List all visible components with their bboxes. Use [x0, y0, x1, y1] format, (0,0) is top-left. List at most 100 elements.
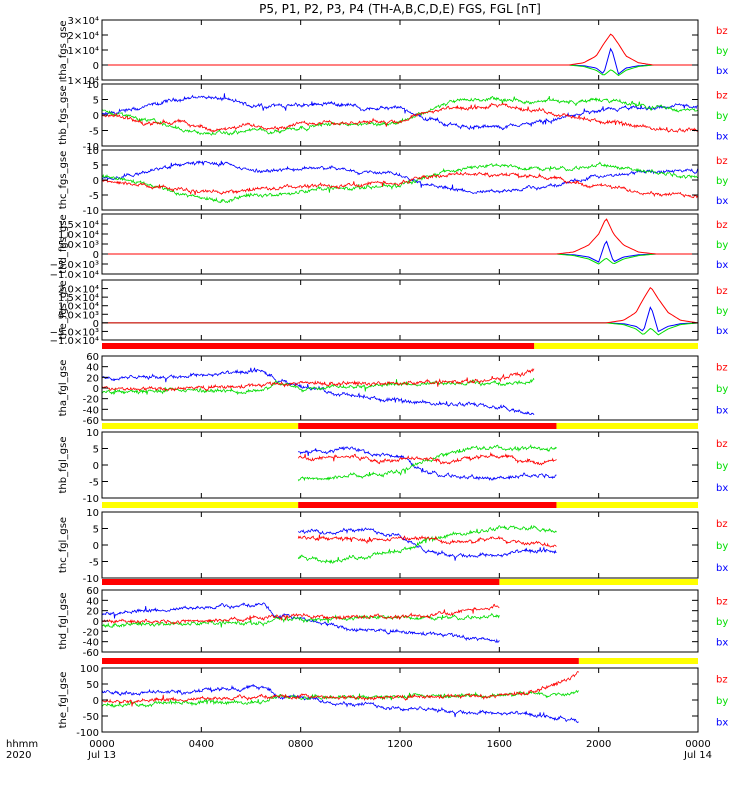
- mode-bar-fast: [298, 423, 557, 429]
- legend-by: by: [716, 541, 728, 552]
- y-tick-label: -40: [83, 638, 99, 649]
- panel-frame: [101, 149, 699, 211]
- y-tick-label: 5: [93, 445, 99, 456]
- y-tick-label: -20: [83, 627, 99, 638]
- series-bx-line: [102, 306, 699, 333]
- legend-bx: bx: [716, 483, 728, 494]
- y-tick-label: -10: [83, 494, 99, 505]
- y-tick-label: 10: [86, 146, 99, 157]
- legend-bz: bz: [716, 156, 728, 167]
- series-bz-line: [101, 671, 580, 707]
- series-by-line: [101, 161, 699, 204]
- panel-frame: [101, 83, 699, 147]
- panel-the_fgs_gse: 2.0×10⁴1.5×10⁴1.0×10⁴5.0×10³0−5.0×10³−1.…: [50, 279, 728, 347]
- y-axis-label: the_fgs_gse: [58, 280, 69, 339]
- y-tick-label: 10: [86, 508, 99, 519]
- series-by-line: [297, 524, 557, 565]
- y-tick-label: 20: [86, 607, 99, 618]
- y-tick-label: -40: [83, 405, 99, 416]
- y-tick-label: 50: [86, 680, 99, 691]
- time-axis-caption: 2020: [6, 750, 31, 761]
- legend-by: by: [716, 176, 728, 187]
- y-tick-label: 0: [93, 61, 99, 72]
- y-tick-label: −5.0×10³: [50, 327, 99, 338]
- y-tick-label: -10: [83, 574, 99, 585]
- series-by-line: [102, 322, 699, 336]
- x-tick-label: 0000: [89, 739, 114, 750]
- y-tick-label: 1×10⁴: [68, 46, 99, 57]
- y-tick-label: 40: [86, 363, 99, 374]
- legend-bz: bz: [716, 439, 728, 450]
- x-tick-label: 1200: [387, 739, 412, 750]
- y-axis-label: thd_fgl_gse: [58, 593, 69, 650]
- y-tick-label: -10: [83, 142, 99, 153]
- y-axis-label: thc_fgs_gse: [58, 151, 69, 210]
- y-tick-label: -5: [89, 558, 99, 569]
- time-axis-caption: hhmm: [6, 739, 38, 750]
- panel-thc_fgl_gse: 10 5 0 -5 -10 thc_fgl_gse bz by bx: [58, 502, 728, 585]
- series-bx-line: [297, 527, 557, 561]
- series-bx-line: [101, 683, 579, 724]
- y-tick-label: 100: [80, 664, 99, 675]
- y-tick-label: 0: [93, 461, 99, 472]
- series-bz-line: [102, 218, 698, 255]
- y-tick-label: 2×10⁴: [68, 31, 99, 42]
- series-bz-line: [101, 102, 698, 133]
- y-tick-label: -20: [83, 395, 99, 406]
- x-date-label: Jul 13: [87, 750, 116, 761]
- legend-by: by: [716, 461, 728, 472]
- mode-bar-slow: [556, 423, 698, 429]
- legend-bz: bz: [716, 519, 728, 530]
- y-tick-label: 0: [93, 250, 99, 261]
- legend-bz: bz: [716, 220, 728, 231]
- y-tick-label: 0: [93, 617, 99, 628]
- series-bz-line: [101, 603, 500, 625]
- series-by-line: [297, 444, 557, 482]
- y-tick-label: 5.0×10³: [58, 240, 99, 251]
- legend-bz: bz: [716, 90, 728, 101]
- mode-bar-fast: [298, 502, 557, 508]
- y-tick-label: -60: [83, 416, 99, 427]
- series-bx-line: [102, 47, 698, 75]
- legend-by: by: [716, 306, 728, 317]
- legend-bx: bx: [716, 66, 728, 77]
- legend-bz: bz: [716, 286, 728, 297]
- series-by-line: [102, 64, 698, 77]
- series-by-line: [102, 253, 698, 265]
- legend-bx: bx: [716, 132, 728, 143]
- legend-bx: bx: [716, 638, 728, 649]
- y-tick-label: -5: [89, 127, 99, 138]
- legend-by: by: [716, 384, 728, 395]
- legend-bz: bz: [716, 675, 728, 686]
- y-axis-label: thd_fgs_gse: [58, 214, 69, 273]
- y-tick-label: 1.0×10⁴: [58, 230, 99, 241]
- series-bz-line: [101, 368, 535, 392]
- y-tick-label: 1.5×10⁴: [58, 220, 99, 231]
- x-tick-label: 0400: [189, 739, 214, 750]
- y-tick-label: -50: [83, 712, 99, 723]
- series-bz-line: [101, 171, 699, 199]
- y-tick-label: 5: [93, 96, 99, 107]
- y-tick-label: 5: [93, 161, 99, 172]
- x-tick-label: 1600: [487, 739, 512, 750]
- mode-bar-fast: [102, 579, 500, 585]
- legend-bx: bx: [716, 405, 728, 416]
- y-tick-label: -5: [89, 191, 99, 202]
- series-bx-line: [297, 446, 557, 481]
- legend-bx: bx: [716, 326, 728, 337]
- y-tick-label: 0: [93, 541, 99, 552]
- y-tick-label: 5.0×10³: [58, 310, 99, 321]
- y-tick-label: 60: [86, 586, 99, 597]
- y-tick-label: 0: [93, 176, 99, 187]
- panel-frame: [101, 431, 699, 499]
- x-date-label: Jul 14: [683, 750, 712, 761]
- y-tick-label: -60: [83, 648, 99, 659]
- legend-bz: bz: [716, 596, 728, 607]
- legend-bz: bz: [716, 26, 728, 37]
- y-axis-label: tha_fgl_gse: [58, 360, 69, 417]
- series-bz-line: [102, 286, 699, 324]
- legend-bx: bx: [716, 717, 728, 728]
